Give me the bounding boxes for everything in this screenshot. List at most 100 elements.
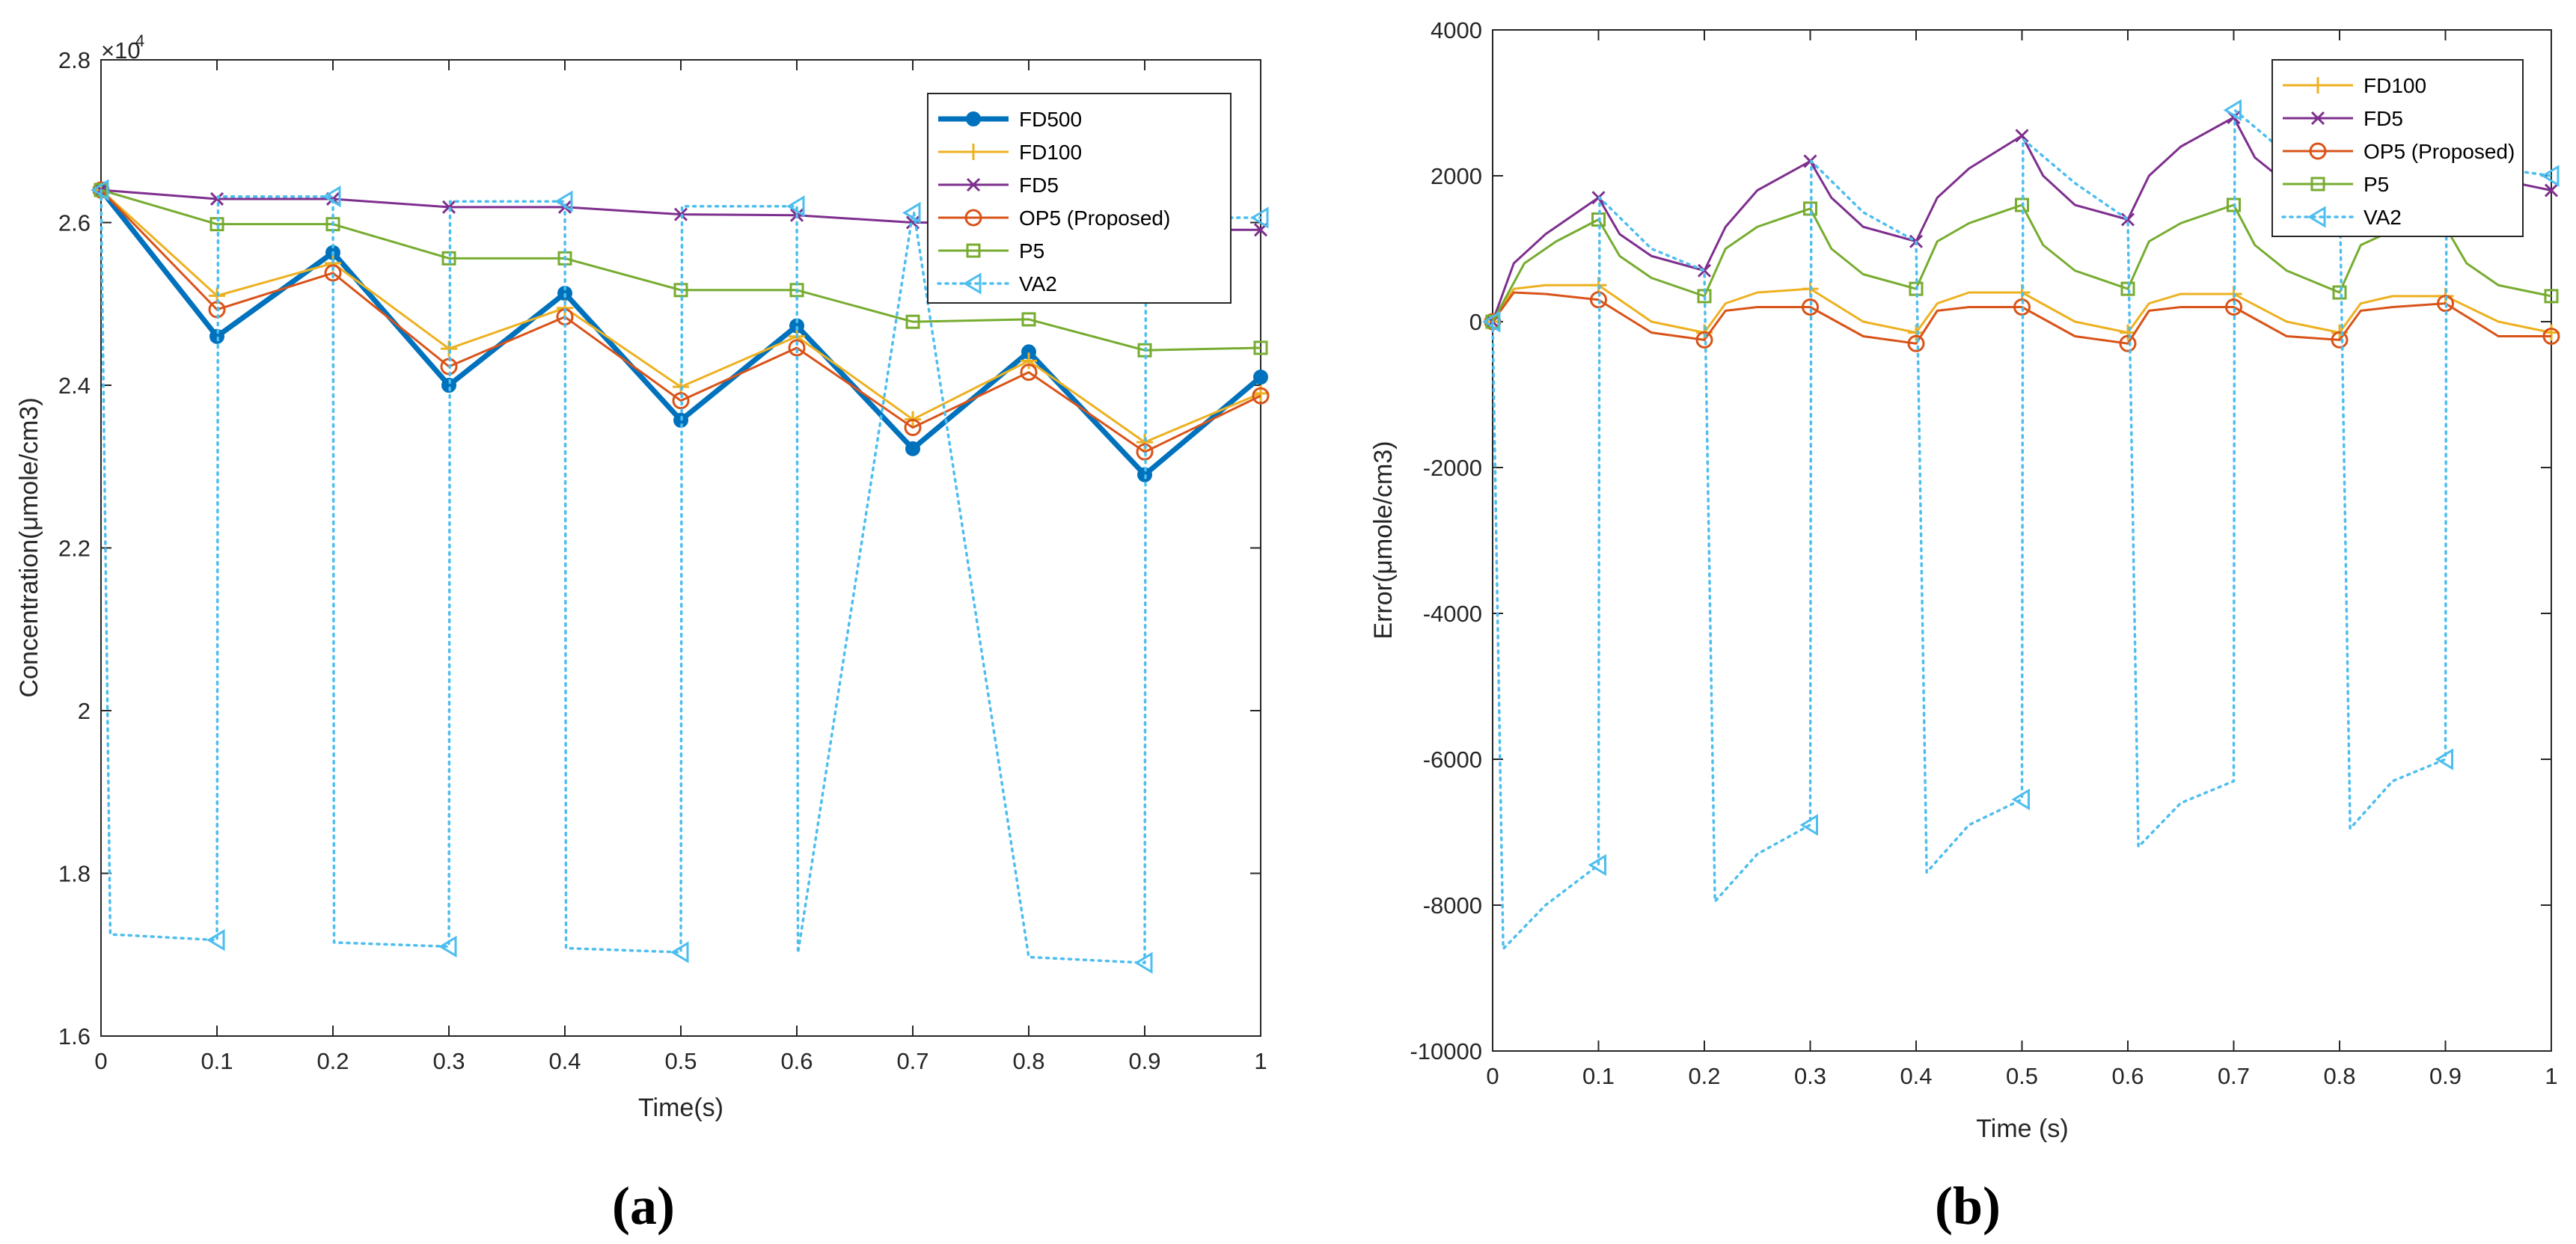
- chart-a-legend-label-fd100: FD100: [1019, 141, 1082, 164]
- chart-b-point-fd100: [2120, 324, 2136, 341]
- chart-a-legend-label-op5-proposed: OP5 (Proposed): [1019, 206, 1170, 230]
- chart-b-x-tick-label: 1: [2545, 1063, 2557, 1089]
- chart-a-x-tick-label: 0.2: [316, 1048, 349, 1074]
- chart-b-point-va2: [1799, 814, 1818, 836]
- chart-a-legend-marker-fd100: [965, 144, 982, 160]
- chart-b-point-va2: [2541, 165, 2560, 187]
- chart-b-legend-label-op5-proposed: OP5 (Proposed): [2364, 140, 2515, 163]
- chart-a-legend-marker-fd500: [966, 111, 981, 126]
- chart-b-y-tick-label: -4000: [1423, 601, 1482, 627]
- chart-a-point-fd100: [1021, 352, 1037, 370]
- chart-a-point-p5: [441, 251, 456, 266]
- chart-b-point-fd5: [2120, 212, 2135, 227]
- chart-b-point-op5-proposed: [2542, 328, 2560, 345]
- chart-b-caption: (b): [1935, 1176, 2001, 1236]
- chart-b-y-tick-label: -2000: [1423, 455, 1482, 481]
- chart-a-point-va2: [1134, 952, 1153, 974]
- chart-a-y-tick-label: 2.8: [58, 47, 91, 73]
- chart-b-series-va2: [1482, 99, 2560, 951]
- chart-a-point-p5: [1253, 340, 1268, 355]
- chart-a-point-op5-proposed: [324, 264, 342, 282]
- chart-a-point-op5-proposed: [1252, 387, 1270, 405]
- chart-a-point-va2: [91, 179, 109, 201]
- chart-a-point-op5-proposed: [788, 339, 806, 357]
- chart-a-point-fd500: [441, 378, 456, 393]
- chart-a-x-ticks: 0 0.1 0.2 0.3 0.4 0.5 0.6 0.7 0.8 0.9 1: [94, 60, 1267, 1074]
- chart-a-legend-box: [927, 93, 1232, 304]
- chart-a-point-fd5: [441, 200, 456, 214]
- chart-a-point-va2: [902, 201, 921, 224]
- chart-a-legend-marker-op5-proposed: [964, 209, 982, 227]
- chart-b-point-op5-proposed: [1907, 334, 1925, 352]
- chart-a-caption: (a): [612, 1176, 675, 1236]
- chart-a-point-fd500: [1253, 370, 1268, 385]
- chart-b-legend-label-p5: P5: [2364, 173, 2389, 196]
- chart-a-point-op5-proposed: [1020, 364, 1038, 382]
- chart-a-legend-label-fd500: FD500: [1019, 108, 1082, 131]
- chart-b-point-op5-proposed: [2331, 331, 2349, 349]
- chart-a-point-p5: [1021, 312, 1036, 327]
- chart-b: 0 0.1 0.2 0.3 0.4 0.5 0.6 0.7 0.8 0.9 1 -10000 -800…: [1369, 17, 2560, 1236]
- chart-b-y-tick-label: 0: [1469, 309, 1482, 335]
- chart-b-x-axis-label: Time (s): [1976, 1115, 2068, 1143]
- chart-b-series-line-va2: [1491, 108, 2553, 951]
- chart-b-x-tick-label: 0: [1486, 1063, 1499, 1089]
- chart-a-series-va2: [91, 179, 1269, 974]
- chart-b-point-op5-proposed: [2119, 334, 2137, 352]
- chart-b-x-tick-label: 0.1: [1582, 1063, 1615, 1089]
- chart-b-point-va2: [1588, 854, 1606, 877]
- chart-b-y-tick-label: -6000: [1423, 747, 1482, 773]
- chart-a-y-axis-label: Concentration(μmole/cm3): [15, 397, 43, 697]
- chart-a-x-tick-label: 0.3: [432, 1048, 465, 1074]
- chart-b-x-tick-label: 0.2: [1688, 1063, 1720, 1089]
- chart-b-point-op5-proposed: [2013, 298, 2031, 316]
- chart-b-point-op5-proposed: [1695, 331, 1713, 349]
- chart-a-point-fd5: [673, 207, 688, 221]
- chart-a-legend-marker-va2: [963, 272, 982, 295]
- chart-b-x-ticks: 0 0.1 0.2 0.3 0.4 0.5 0.6 0.7 0.8 0.9 1: [1486, 30, 2558, 1089]
- chart-b-x-tick-label: 0.9: [2429, 1063, 2462, 1089]
- chart-a-y-tick-label: 1.6: [58, 1023, 91, 1050]
- chart-b-legend-marker-op5-proposed: [2309, 142, 2327, 160]
- chart-b-series-line-fd100: [1491, 284, 2552, 334]
- chart-a-point-va2: [206, 929, 225, 952]
- chart-a-y-tick-label: 1.8: [58, 861, 91, 887]
- chart-b-x-tick-label: 0.8: [2323, 1063, 2355, 1089]
- chart-b-point-fd5: [2015, 129, 2029, 143]
- chart-b-legend-label-fd5: FD5: [2364, 107, 2403, 130]
- chart-a-x-tick-label: 0: [94, 1048, 107, 1074]
- chart-b-series-group: [1482, 99, 2560, 951]
- chart-b-y-tick-label: 2000: [1431, 163, 1482, 189]
- chart-a-series-line-va2: [100, 189, 1262, 964]
- chart-b-point-op5-proposed: [2225, 298, 2242, 316]
- chart-a-legend: FD500 FD100 FD5 OP5 (Proposed) P5 VA2: [927, 93, 1232, 304]
- chart-a-legend-label-va2: VA2: [1019, 272, 1057, 295]
- chart-b-point-va2: [2011, 788, 2030, 811]
- chart-b-point-fd100: [1908, 324, 1924, 341]
- chart-a-y-ticks: 1.6 1.8 2 2.2 2.4 2.6 2.8: [58, 47, 1261, 1050]
- chart-b-x-tick-label: 0.4: [1900, 1063, 1932, 1089]
- chart-b-series-op5-proposed: [1484, 291, 2560, 352]
- chart-a-y-tick-label: 2.6: [58, 210, 91, 236]
- chart-b-point-fd5: [1697, 263, 1712, 278]
- chart-a-y-tick-label: 2.4: [58, 373, 91, 399]
- chart-a-y-tick-label: 2.2: [58, 536, 91, 562]
- chart-a-point-p5: [905, 314, 920, 329]
- chart-b-legend-box: [2271, 59, 2524, 237]
- chart-a-legend-label-p5: P5: [1019, 239, 1044, 263]
- chart-b-x-tick-label: 0.3: [1794, 1063, 1826, 1089]
- chart-a-x-tick-label: 0.8: [1012, 1048, 1044, 1074]
- chart-a-point-fd5: [209, 191, 224, 206]
- chart-a-point-va2: [438, 935, 457, 958]
- chart-a: 0 0.1 0.2 0.3 0.4 0.5 0.6 0.7 0.8 0.9 1 1.6 1.8 2 2.2…: [15, 31, 1270, 1236]
- chart-b-point-p5: [2544, 289, 2559, 304]
- chart-b-point-op5-proposed: [1802, 298, 1819, 316]
- chart-a-x-tick-label: 0.5: [664, 1048, 697, 1074]
- chart-b-legend-marker-fd5: [2310, 111, 2325, 126]
- chart-a-x-axis-label: Time(s): [638, 1094, 723, 1122]
- chart-b-legend-marker-va2: [2307, 206, 2326, 228]
- chart-a-series-line-op5-proposed: [100, 189, 1261, 453]
- chart-b-point-fd5: [2544, 183, 2559, 197]
- chart-b-y-axis-label: Error(μmole/cm3): [1369, 441, 1398, 639]
